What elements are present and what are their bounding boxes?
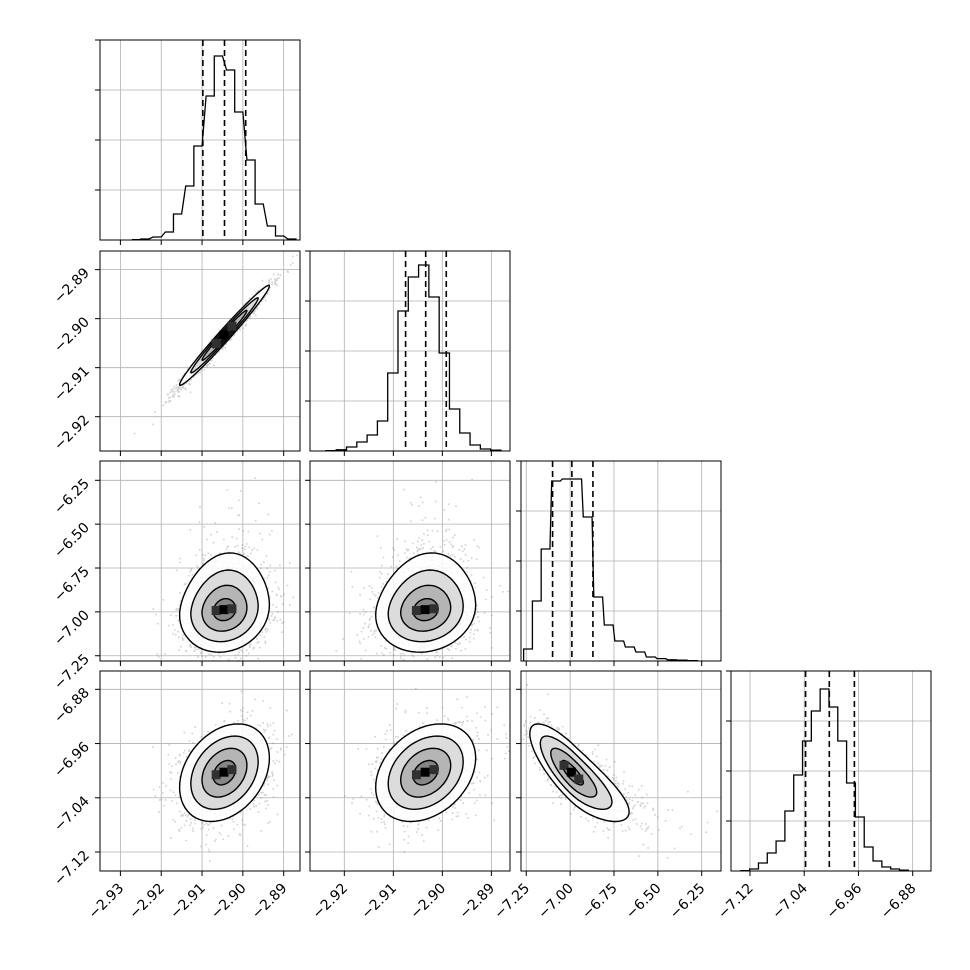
scatter-panel-2-0: [95, 460, 301, 666]
x-tick-label: −2.89: [249, 881, 291, 923]
x-tick-label: −2.92: [126, 881, 168, 923]
scatter-panel-3-2: [516, 670, 722, 876]
scatter-panel-3-0: [95, 670, 301, 876]
density-peak: [227, 604, 237, 614]
x-tick-label: −6.50: [623, 881, 665, 923]
x-tick-label: −7.12: [715, 881, 757, 923]
density-peak: [219, 330, 229, 340]
x-tick-label: −7.04: [769, 880, 811, 922]
y-tick-label: −2.92: [51, 412, 93, 454]
x-tick-label: −2.90: [208, 881, 250, 923]
density-peak: [411, 606, 421, 616]
sample-points: [521, 684, 718, 859]
histogram-panel-0: [95, 39, 301, 245]
density-peak: [411, 770, 421, 780]
axes-frame: [309, 670, 511, 872]
axes-frame: [309, 250, 511, 452]
density-peak: [420, 605, 430, 615]
y-tick-label: −6.25: [51, 476, 93, 518]
density-peak: [420, 767, 430, 777]
y-tick-label: −6.75: [51, 564, 93, 606]
density-peak: [227, 765, 237, 775]
axes-frame: [99, 670, 301, 872]
panel-content: [344, 687, 510, 853]
panel-content: [521, 684, 718, 859]
density-peak: [566, 767, 576, 777]
histogram-step: [132, 55, 297, 241]
x-tick-label: −2.91: [359, 881, 401, 923]
x-tick-label: −7.00: [535, 881, 577, 923]
y-tick-label: −7.00: [51, 607, 93, 649]
scatter-panel-2-1: [305, 460, 511, 666]
panel-content: [335, 478, 509, 661]
histogram-panel-3: [726, 670, 932, 876]
x-tick-label: −2.91: [167, 881, 209, 923]
density-peak: [574, 774, 584, 784]
y-tick-label: −6.88: [51, 685, 93, 727]
x-tick-label: −6.96: [824, 880, 866, 922]
y-tick-label: −2.90: [51, 314, 93, 356]
y-tick-label: −2.89: [51, 265, 93, 307]
histogram-panel-2: [516, 460, 722, 666]
axes-frame: [99, 250, 301, 452]
axes-frame: [520, 670, 722, 872]
density-peak: [227, 321, 237, 331]
density-peak: [211, 770, 221, 780]
axes-frame: [520, 460, 722, 662]
density-peak: [429, 604, 439, 614]
sample-points: [152, 690, 293, 862]
density-peak: [219, 605, 229, 615]
y-tick-label: −7.04: [51, 793, 93, 835]
y-tick-label: −2.91: [51, 363, 93, 405]
x-tick-label: −2.92: [309, 881, 351, 923]
density-peak: [219, 767, 229, 777]
density-peak: [211, 606, 221, 616]
histogram-panel-1: [305, 250, 511, 456]
scatter-panel-1-0: [95, 250, 301, 456]
histogram-step: [325, 264, 502, 452]
histogram-step: [522, 478, 698, 662]
axes-frame: [99, 39, 301, 241]
density-peak: [211, 338, 221, 348]
x-tick-label: −2.90: [408, 881, 450, 923]
x-tick-label: −6.75: [579, 881, 621, 923]
axes-frame: [730, 670, 932, 872]
x-tick-label: −6.25: [667, 881, 709, 923]
histogram-step: [740, 688, 909, 872]
x-tick-label: −2.89: [457, 881, 499, 923]
axes-frame: [309, 460, 511, 662]
density-peak: [559, 760, 569, 770]
x-tick-label: −2.93: [86, 881, 128, 923]
density-peak: [429, 765, 439, 775]
panel-content: [152, 477, 295, 661]
scatter-panel-3-1: [305, 670, 511, 876]
y-tick-label: −7.25: [51, 651, 93, 693]
y-tick-label: −6.96: [51, 739, 93, 781]
x-tick-label: −6.88: [878, 881, 920, 923]
x-tick-label: −7.25: [491, 881, 533, 923]
panel-content: [152, 690, 293, 862]
panel-content: [133, 254, 298, 435]
y-tick-label: −6.50: [51, 520, 93, 562]
y-tick-label: −7.12: [51, 848, 93, 890]
axes-frame: [99, 460, 301, 662]
